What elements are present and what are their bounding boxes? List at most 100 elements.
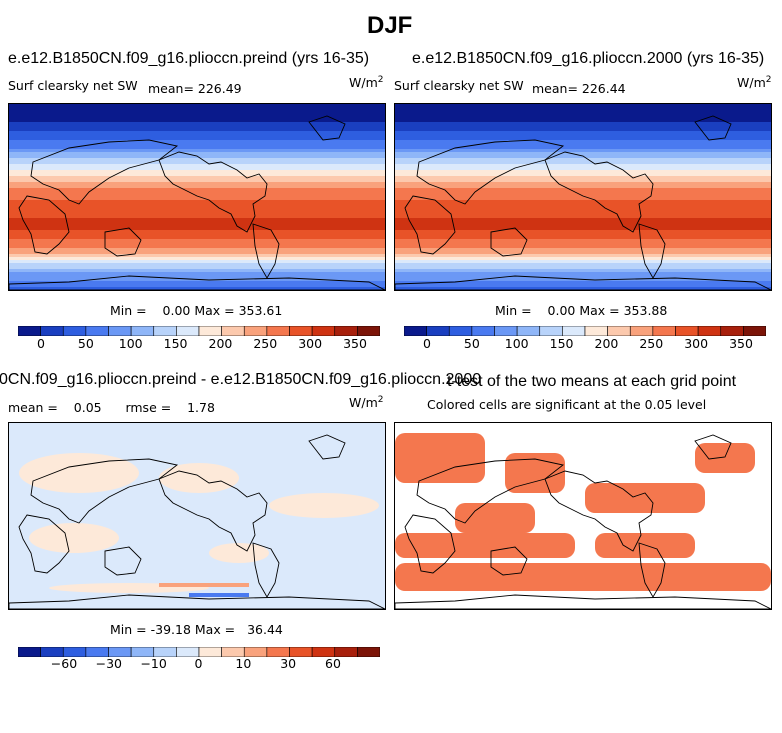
heatmap-band (9, 272, 385, 276)
colorbar-swatch (108, 325, 132, 337)
heatmap-band (395, 209, 771, 213)
colorbar-swatch (357, 325, 381, 337)
coastline (544, 470, 654, 552)
heatmap-band (9, 242, 385, 246)
heatmap-band (9, 266, 385, 270)
heatmap-band (395, 164, 771, 168)
panel4-heatmap (395, 423, 771, 609)
heatmap-band (395, 107, 771, 111)
heatmap-band (395, 230, 771, 234)
heatmap-band (9, 227, 385, 231)
heatmap-band (395, 128, 771, 132)
heatmap-band (395, 257, 771, 261)
heatmap-band (395, 245, 771, 249)
colorbar-tick-label: 30 (280, 656, 297, 671)
heatmap-band (395, 203, 771, 207)
heatmap-band (9, 137, 385, 141)
coastline (544, 151, 654, 233)
ttest-significant-region (585, 483, 705, 513)
heatmap-band (9, 191, 385, 195)
ttest-significant-region (395, 533, 575, 558)
panel3-map (8, 422, 386, 610)
colorbar-tick-label: 250 (639, 336, 664, 351)
heatmap-band (9, 263, 385, 267)
panel2-units: W/m2 (737, 75, 772, 91)
panel3-colorbar (17, 644, 381, 658)
colorbar-swatch (562, 325, 586, 337)
heatmap-band (395, 155, 771, 159)
heatmap-band (9, 113, 385, 117)
colorbar-tick-label: 0 (37, 336, 45, 351)
colorbar-swatch (198, 325, 222, 337)
heatmap-band (9, 287, 385, 290)
colorbar-swatch (85, 325, 109, 337)
heatmap-band (9, 179, 385, 183)
colorbar-swatch (243, 325, 268, 337)
diff-patch (159, 463, 239, 493)
colorbar-tick-label: 350 (343, 336, 367, 351)
heatmap-band (9, 107, 385, 111)
heatmap-band (395, 269, 771, 273)
heatmap-band (395, 149, 771, 153)
heatmap-band (395, 116, 771, 120)
panel1-map (8, 103, 386, 291)
heatmap-band (395, 200, 771, 204)
coastline (18, 195, 70, 255)
heatmap-band (9, 104, 385, 108)
heatmap-band (9, 197, 385, 201)
heatmap-band (9, 245, 385, 249)
colorbar-swatch (720, 325, 744, 337)
panel2-variable: Surf clearsky net SW (394, 78, 524, 93)
coastline (30, 458, 179, 524)
panel1-units: W/m2 (349, 75, 384, 91)
colorbar-tick-label: 150 (163, 336, 188, 351)
panel3-minmax: Min = -39.18 Max = 36.44 (110, 622, 283, 637)
coastline (404, 195, 456, 255)
heatmap-band (9, 161, 385, 165)
panel1-minmax: Min = 0.00 Max = 353.61 (110, 303, 283, 318)
heatmap-band (395, 287, 771, 290)
heatmap-band (9, 143, 385, 147)
coastline (416, 458, 565, 524)
coastline (30, 139, 179, 205)
heatmap-band (395, 119, 771, 123)
coastline (9, 275, 385, 290)
coastline (104, 227, 142, 257)
heatmap-band (395, 218, 771, 222)
heatmap-band (9, 131, 385, 135)
coastline (694, 115, 732, 141)
heatmap-band (395, 140, 771, 144)
heatmap-band (395, 260, 771, 264)
heatmap-band (395, 239, 771, 243)
colorbar-swatch (471, 325, 495, 337)
heatmap-band (395, 275, 771, 279)
heatmap-band (395, 122, 771, 126)
colorbar-swatch (221, 325, 245, 337)
heatmap-band (395, 185, 771, 189)
coastline (18, 514, 70, 574)
heatmap-band (395, 104, 771, 108)
colorbar-tick-label: −60 (50, 656, 78, 671)
colorbar-tick-label: 300 (684, 336, 709, 351)
heatmap-band (395, 188, 771, 192)
colorbar-swatch (629, 325, 654, 337)
heatmap-band (9, 269, 385, 273)
heatmap-band (395, 143, 771, 147)
ttest-significant-region (395, 433, 485, 483)
colorbar-tick-label: 0 (194, 656, 203, 671)
heatmap-band (395, 182, 771, 186)
colorbar-swatch (130, 325, 155, 337)
heatmap-band (9, 167, 385, 171)
heatmap-band (9, 209, 385, 213)
ttest-significant-region (505, 453, 565, 493)
colorbar-swatch (607, 325, 631, 337)
colorbar-swatch (176, 325, 200, 337)
colorbar-tick-label: 50 (463, 336, 480, 351)
heatmap-band (395, 161, 771, 165)
heatmap-band (9, 254, 385, 258)
heatmap-band (395, 197, 771, 201)
heatmap-band (9, 125, 385, 129)
colorbar-swatch (311, 325, 336, 337)
coastline (638, 223, 666, 279)
coastline (158, 470, 268, 552)
